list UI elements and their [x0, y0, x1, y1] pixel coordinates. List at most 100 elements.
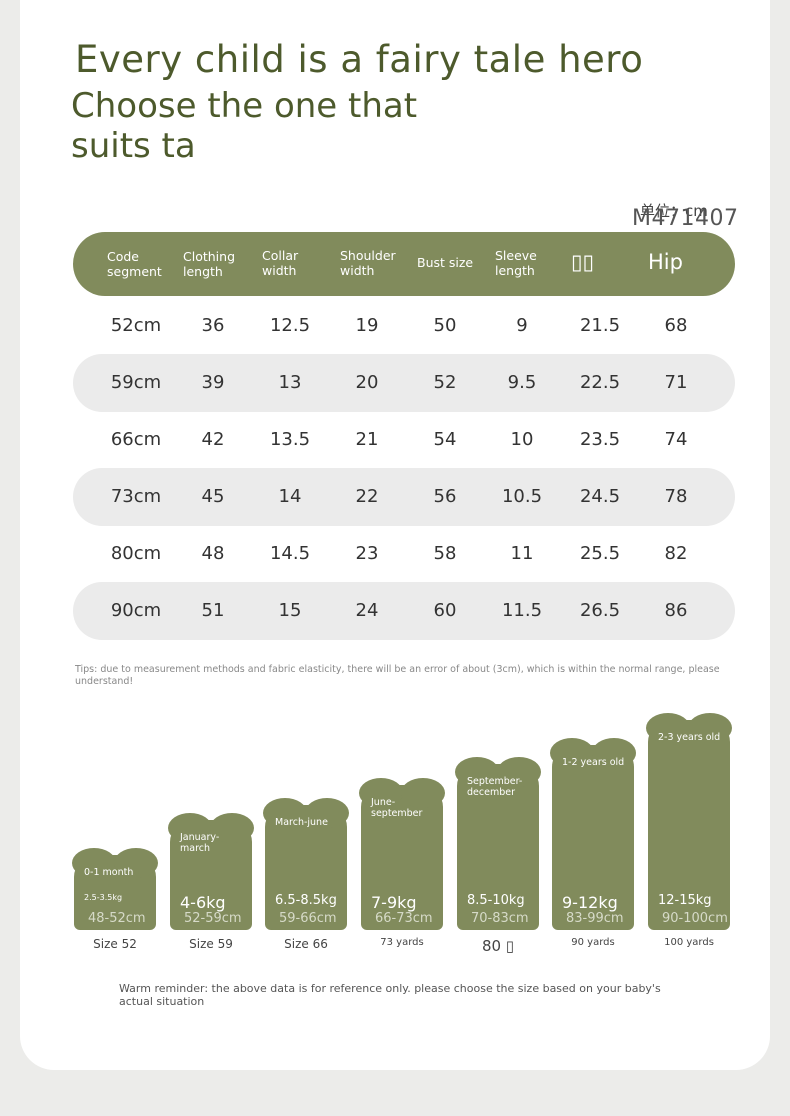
table-cell: 36 — [201, 315, 225, 336]
table-cell: 73cm — [110, 486, 162, 507]
size-weight-label: 9-12kg — [562, 893, 618, 912]
table-cell: 13 — [278, 372, 302, 393]
size-height-label: 70-83cm — [471, 911, 529, 926]
size-height-label: 59-66cm — [279, 911, 337, 926]
table-cell: 23 — [355, 543, 379, 564]
size-weight-label: 7-9kg — [371, 893, 417, 912]
size-height-label: 66-73cm — [375, 911, 433, 926]
product-code: M471407 — [632, 206, 739, 231]
table-cell: 10.5 — [501, 486, 543, 507]
table-cell: 54 — [433, 429, 457, 450]
unit-label: 单位：cm — [640, 202, 708, 220]
table-cell: 9.5 — [507, 372, 537, 393]
table-header: Code segment Clothing length Collar widt… — [73, 232, 735, 296]
size-height-label: 90-100cm — [662, 911, 728, 926]
table-cell: 51 — [201, 600, 225, 621]
table-row: 80cm 48 14.5 23 58 11 25.5 82 — [73, 525, 735, 583]
header-sleeve-length: Sleeve length — [495, 248, 537, 278]
table-cell: 25.5 — [579, 543, 621, 564]
size-name-label: Size 52 — [93, 937, 137, 951]
table-cell: 12.5 — [269, 315, 311, 336]
table-cell: 45 — [201, 486, 225, 507]
table-row: 66cm 42 13.5 21 54 10 23.5 74 — [73, 411, 735, 469]
size-block: March-june 6.5-8.5kg 59-66cm — [263, 798, 349, 930]
table-row: 73cm 45 14 22 56 10.5 24.5 78 — [73, 468, 735, 526]
size-block: 1-2 years old 9-12kg 83-99cm — [550, 738, 636, 930]
table-cell: 23.5 — [579, 429, 621, 450]
size-age-label: March-june — [275, 817, 328, 828]
size-age-label: January-march — [180, 832, 220, 854]
table-cell: 42 — [201, 429, 225, 450]
table-cell: 82 — [664, 543, 688, 564]
size-name-label: 73 yards — [380, 937, 424, 948]
size-name-label: Size 59 — [189, 937, 233, 951]
table-row: 59cm 39 13 20 52 9.5 22.5 71 — [73, 354, 735, 412]
size-age-label: 1-2 years old — [562, 757, 625, 768]
table-cell: 22.5 — [579, 372, 621, 393]
size-age-label: September-december — [467, 776, 523, 798]
size-weight-label: 8.5-10kg — [467, 893, 525, 908]
table-cell: 39 — [201, 372, 225, 393]
table-cell: 11.5 — [501, 600, 543, 621]
size-weight-label: 4-6kg — [180, 893, 226, 912]
table-cell: 86 — [664, 600, 688, 621]
size-age-label: 0-1 month — [84, 867, 134, 878]
size-weight-label: 12-15kg — [658, 893, 712, 908]
table-cell: 21 — [355, 429, 379, 450]
size-age-label: June-september — [371, 797, 423, 819]
table-cell: 24.5 — [579, 486, 621, 507]
size-weight-label: 6.5-8.5kg — [275, 893, 337, 908]
page-subtitle: Choose the one that suits ta — [71, 86, 418, 166]
size-height-label: 48-52cm — [88, 911, 146, 926]
tips-note: Tips: due to measurement methods and fab… — [75, 664, 720, 687]
table-cell: 10 — [510, 429, 534, 450]
size-weight-label: 2.5-3.5kg — [84, 893, 123, 902]
table-cell: 11 — [510, 543, 534, 564]
size-name-label: 100 yards — [664, 937, 714, 948]
size-age-label: 2-3 years old — [658, 732, 721, 743]
size-block: 0-1 month 2.5-3.5kg 48-52cm — [72, 848, 158, 930]
table-cell: 52 — [433, 372, 457, 393]
size-name-label: 90 yards — [571, 937, 615, 948]
table-cell: 15 — [278, 600, 302, 621]
table-cell: 14.5 — [269, 543, 311, 564]
header-shoulder-width: Shoulder width — [340, 248, 396, 278]
header-clothing-length: Clothing length — [183, 249, 236, 279]
header-unknown-glyphs: ▯▯ — [571, 250, 595, 274]
header-code-segment: Code segment — [107, 249, 162, 279]
size-block: September-december 8.5-10kg 70-83cm — [455, 757, 541, 930]
table-row: 90cm 51 15 24 60 11.5 26.5 86 — [73, 582, 735, 640]
header-hip: Hip — [648, 250, 683, 274]
table-cell: 80cm — [110, 543, 162, 564]
table-row: 52cm 36 12.5 19 50 9 21.5 68 — [73, 297, 735, 355]
table-cell: 48 — [201, 543, 225, 564]
table-cell: 66cm — [110, 429, 162, 450]
warm-reminder: Warm reminder: the above data is for ref… — [119, 982, 661, 1008]
size-block: January-march 4-6kg 52-59cm — [168, 813, 254, 930]
header-collar-width: Collar width — [262, 248, 299, 278]
table-cell: 20 — [355, 372, 379, 393]
table-cell: 21.5 — [579, 315, 621, 336]
table-cell: 9 — [516, 315, 528, 336]
table-cell: 58 — [433, 543, 457, 564]
table-cell: 14 — [278, 486, 302, 507]
table-cell: 59cm — [110, 372, 162, 393]
table-cell: 90cm — [110, 600, 162, 621]
header-bust-size: Bust size — [417, 255, 474, 270]
table-cell: 78 — [664, 486, 688, 507]
table-cell: 26.5 — [579, 600, 621, 621]
size-block: 2-3 years old 12-15kg 90-100cm — [646, 713, 732, 930]
table-cell: 60 — [433, 600, 457, 621]
table-cell: 50 — [433, 315, 457, 336]
table-cell: 52cm — [110, 315, 162, 336]
table-cell: 74 — [664, 429, 688, 450]
size-block: June-september 7-9kg 66-73cm — [359, 778, 445, 930]
size-height-label: 83-99cm — [566, 911, 624, 926]
table-cell: 56 — [433, 486, 457, 507]
table-cell: 24 — [355, 600, 379, 621]
page-title: Every child is a fairy tale hero — [75, 38, 644, 81]
table-cell: 68 — [664, 315, 688, 336]
table-cell: 22 — [355, 486, 379, 507]
table-cell: 19 — [355, 315, 379, 336]
size-name-label: Size 66 — [284, 937, 328, 951]
